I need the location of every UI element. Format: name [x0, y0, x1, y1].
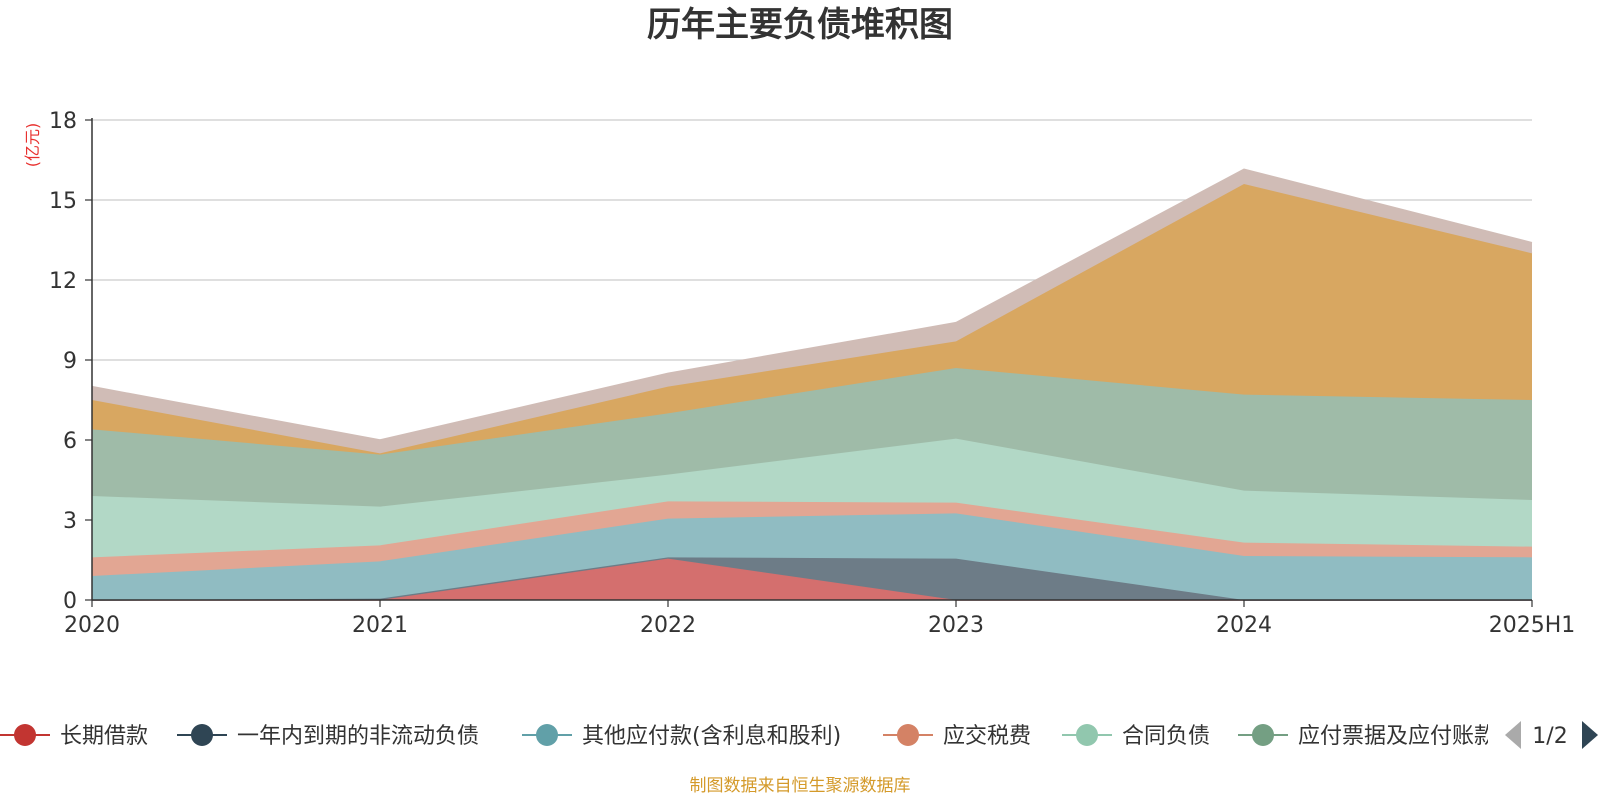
- y-tick-label: 0: [63, 589, 77, 614]
- legend-item-2[interactable]: 其他应付款(含利息和股利): [522, 724, 841, 749]
- area-series-line-4: [91, 437, 1533, 508]
- y-axis-unit: (亿元): [23, 123, 42, 168]
- x-tick-label: 2023: [928, 613, 984, 638]
- x-tick-label: 2021: [352, 613, 408, 638]
- legend-pager: 1/2: [1505, 721, 1598, 749]
- legend-label: 一年内到期的非流动负债: [237, 724, 479, 749]
- legend-label: 合同负债: [1122, 724, 1210, 749]
- legend-next-icon[interactable]: [1582, 721, 1598, 749]
- data-source-note: 制图数据来自恒生聚源数据库: [690, 776, 911, 796]
- legend-label: 应交税费: [943, 724, 1031, 749]
- area-series-7[interactable]: [92, 169, 1532, 454]
- legend-dot-icon: [1076, 724, 1098, 746]
- legend-item-0[interactable]: 长期借款: [0, 724, 148, 749]
- y-tick-label: 18: [49, 109, 77, 134]
- stacked-areas: [91, 168, 1533, 601]
- y-tick-label: 3: [63, 509, 77, 534]
- axes: 0 3 6 9 12 15 18 2020 2021 2022 2023 2024 2025H1: [49, 109, 1575, 638]
- x-tick-label: 2020: [64, 613, 120, 638]
- x-tick-label: 2024: [1216, 613, 1272, 638]
- legend-dot-icon: [191, 724, 213, 746]
- area-series-5[interactable]: [92, 368, 1532, 507]
- legend-label: 其他应付款(含利息和股利): [582, 724, 841, 749]
- legend: 长期借款 一年内到期的非流动负债 其他应付款(含利息和股利) 应交税费 合同负债 应付票据…: [0, 724, 1496, 749]
- legend-item-3[interactable]: 应交税费: [883, 724, 1031, 749]
- x-tick-label: 2022: [640, 613, 696, 638]
- y-tick-label: 15: [49, 189, 77, 214]
- legend-item-1[interactable]: 一年内到期的非流动负债: [177, 724, 479, 749]
- legend-dot-icon: [897, 724, 919, 746]
- legend-dot-icon: [536, 724, 558, 746]
- y-tick-label: 12: [49, 269, 77, 294]
- legend-item-4[interactable]: 合同负债: [1062, 724, 1210, 749]
- y-tick-label: 9: [63, 349, 77, 374]
- legend-page-indicator: 1/2: [1532, 724, 1567, 749]
- legend-dot-icon: [14, 724, 36, 746]
- area-series-2[interactable]: [92, 513, 1532, 600]
- area-series-4[interactable]: [92, 438, 1532, 558]
- legend-label: 应付票据及应付账款: [1298, 724, 1496, 749]
- x-tick-label: 2025H1: [1489, 613, 1576, 638]
- area-series-6[interactable]: [92, 184, 1532, 455]
- legend-dot-icon: [1252, 724, 1274, 746]
- area-series-3[interactable]: [92, 501, 1532, 576]
- area-series-line-7: [91, 168, 1533, 441]
- legend-label: 长期借款: [60, 724, 148, 749]
- chart-title: 历年主要负债堆积图: [647, 5, 953, 45]
- legend-prev-icon[interactable]: [1505, 721, 1521, 749]
- area-series-1[interactable]: [92, 557, 1532, 600]
- legend-item-5[interactable]: 应付票据及应付账款: [1238, 724, 1496, 749]
- legend-items: 长期借款 一年内到期的非流动负债 其他应付款(含利息和股利) 应交税费 合同负债 应付票据…: [0, 724, 1496, 749]
- y-tick-label: 6: [63, 429, 77, 454]
